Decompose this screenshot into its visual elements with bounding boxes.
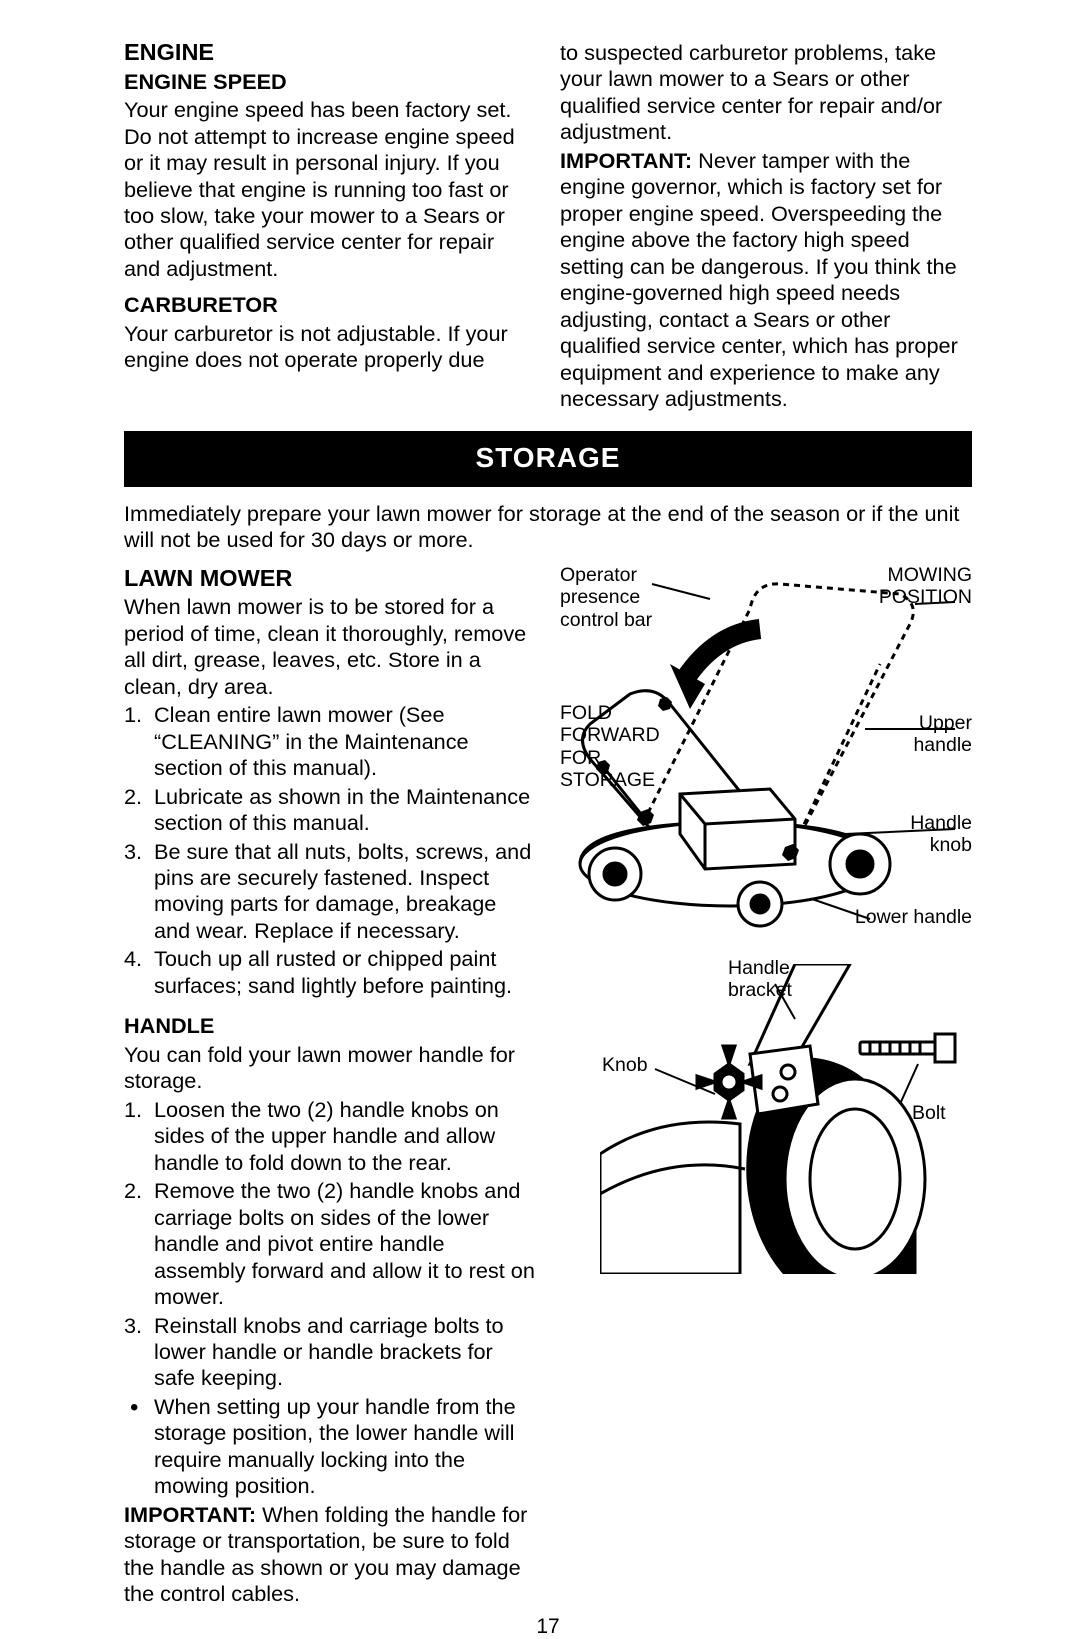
diagram-label-handleknob: Handle knob xyxy=(897,812,972,857)
list-item-text: Reinstall knobs and carriage bolts to lo… xyxy=(154,1313,504,1391)
important-label: IMPORTANT: xyxy=(124,1502,256,1527)
handle-important: IMPORTANT: When folding the handle for s… xyxy=(124,1502,536,1608)
lawnmower-intro: When lawn mower is to be stored for a pe… xyxy=(124,594,536,700)
list-item-text: Clean entire lawn mower (See “CLEANING” … xyxy=(154,702,469,780)
engine-right-col: to suspected carburetor problems, take y… xyxy=(560,38,972,413)
diagram-label-operator: Operator presence control bar xyxy=(560,564,660,631)
engine-heading: ENGINE xyxy=(124,38,536,67)
important-body: Never tamper with the engine governor, w… xyxy=(560,148,958,411)
engine-speed-body: Your engine speed has been factory set. … xyxy=(124,97,536,282)
diagram-label-bolt: Bolt xyxy=(912,1102,946,1124)
carburetor-body-right: to suspected carburetor problems, take y… xyxy=(560,40,972,146)
lawnmower-heading: LAWN MOWER xyxy=(124,564,536,593)
engine-section: ENGINE ENGINE SPEED Your engine speed ha… xyxy=(124,38,972,413)
list-item-text: Touch up all rusted or chipped paint sur… xyxy=(154,946,512,997)
list-item: When setting up your handle from the sto… xyxy=(124,1394,536,1500)
diagram-label-mowing: MOWING POSITION xyxy=(862,564,972,609)
diagram-label-upper: Upper handle xyxy=(897,712,972,757)
mower-diagram: Operator presence control bar MOWING POS… xyxy=(560,564,972,1284)
list-item: 3.Be sure that all nuts, bolts, screws, … xyxy=(124,839,536,945)
storage-right-col: Operator presence control bar MOWING POS… xyxy=(560,564,972,1608)
list-item-text: Loosen the two (2) handle knobs on sides… xyxy=(154,1097,499,1175)
handle-heading: HANDLE xyxy=(124,1013,536,1039)
list-item-text: When setting up your handle from the sto… xyxy=(154,1394,516,1498)
storage-section: LAWN MOWER When lawn mower is to be stor… xyxy=(124,564,972,1608)
handle-bracket-icon xyxy=(600,964,960,1274)
list-item: 2.Lubricate as shown in the Maintenance … xyxy=(124,784,536,837)
carburetor-heading: CARBURETOR xyxy=(124,292,536,318)
engine-important: IMPORTANT: Never tamper with the engine … xyxy=(560,148,972,413)
engine-left-col: ENGINE ENGINE SPEED Your engine speed ha… xyxy=(124,38,536,413)
lawnmower-list: 1.Clean entire lawn mower (See “CLEANING… xyxy=(124,702,536,999)
list-item: 3.Reinstall knobs and carriage bolts to … xyxy=(124,1313,536,1392)
handle-list: 1.Loosen the two (2) handle knobs on sid… xyxy=(124,1097,536,1392)
list-item-text: Remove the two (2) handle knobs and carr… xyxy=(154,1178,535,1309)
storage-intro: Immediately prepare your lawn mower for … xyxy=(124,501,972,554)
storage-left-col: LAWN MOWER When lawn mower is to be stor… xyxy=(124,564,536,1608)
list-item: 1.Loosen the two (2) handle knobs on sid… xyxy=(124,1097,536,1176)
list-item-text: Be sure that all nuts, bolts, screws, an… xyxy=(154,839,531,943)
storage-header-bar: STORAGE xyxy=(124,431,972,487)
page-number: 17 xyxy=(124,1614,972,1639)
diagram-label-lower: Lower handle xyxy=(832,906,972,928)
list-item: 1.Clean entire lawn mower (See “CLEANING… xyxy=(124,702,536,781)
list-item: 4.Touch up all rusted or chipped paint s… xyxy=(124,946,536,999)
diagram-label-fold: FOLD FORWARD FOR STORAGE xyxy=(560,702,665,792)
diagram-label-bracket: Handle bracket xyxy=(728,957,808,1002)
handle-bullets: When setting up your handle from the sto… xyxy=(124,1394,536,1500)
important-label: IMPORTANT: xyxy=(560,148,692,173)
diagram-label-knob: Knob xyxy=(602,1054,648,1076)
list-item: 2.Remove the two (2) handle knobs and ca… xyxy=(124,1178,536,1310)
engine-speed-heading: ENGINE SPEED xyxy=(124,69,536,95)
carburetor-body-left: Your carburetor is not adjustable. If yo… xyxy=(124,321,536,374)
list-item-text: Lubricate as shown in the Maintenance se… xyxy=(154,784,530,835)
handle-intro: You can fold your lawn mower handle for … xyxy=(124,1042,536,1095)
